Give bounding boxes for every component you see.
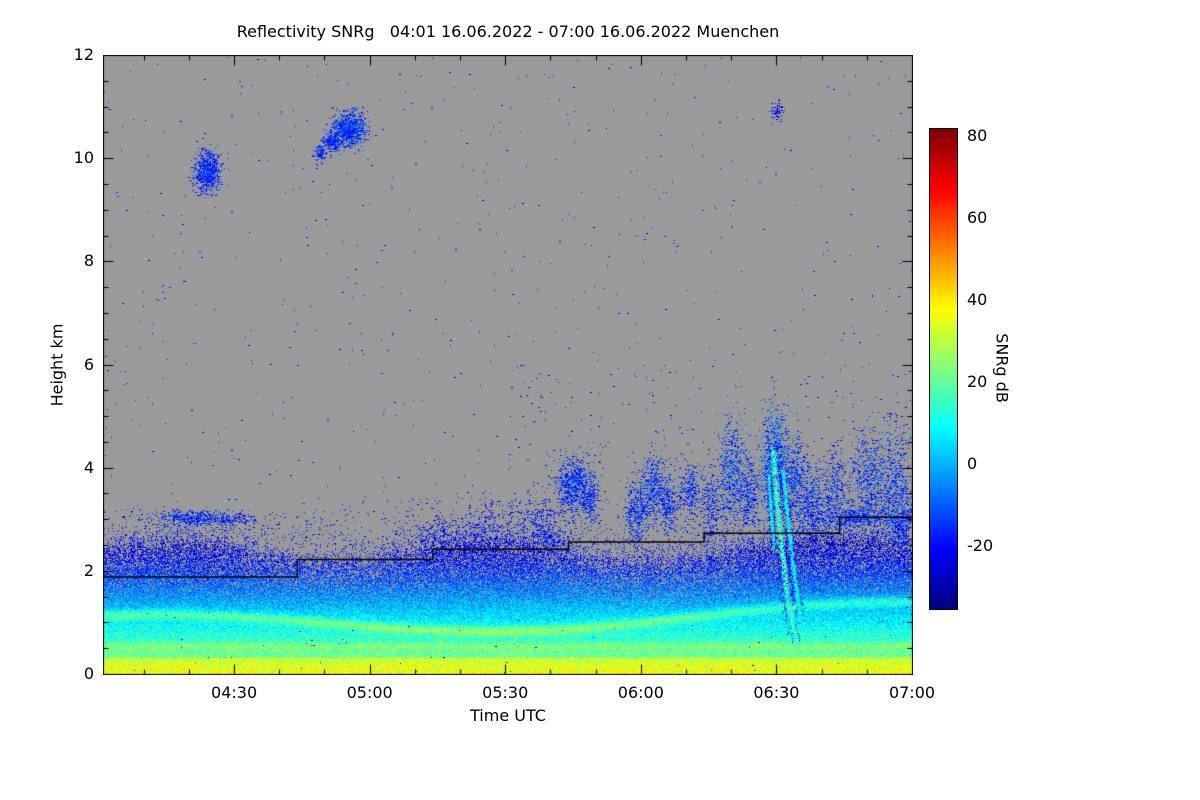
y-tick-label: 8 <box>83 251 94 271</box>
x-tick-label: 04:30 <box>211 683 258 702</box>
plot-area <box>103 55 913 675</box>
colorbar-tick-label: -20 <box>967 535 994 555</box>
colorbar-tick-label: 0 <box>967 453 978 473</box>
y-axis-label: Height km <box>47 323 67 407</box>
y-tick-label: 6 <box>83 354 94 374</box>
x-tick-label: 06:00 <box>617 683 664 702</box>
chart-title: Reflectivity SNRg 04:01 16.06.2022 - 07:… <box>236 22 780 41</box>
y-tick-label: 10 <box>73 148 94 168</box>
x-tick-label: 05:00 <box>346 683 393 702</box>
y-tick-label: 2 <box>83 561 94 581</box>
colorbar-tick-label: 40 <box>967 290 988 310</box>
x-tick-label: 05:30 <box>482 683 529 702</box>
colorbar-label: SNRg dB <box>992 333 1012 403</box>
y-tick-label: 12 <box>73 45 94 65</box>
colorbar-tick-label: 20 <box>967 372 988 392</box>
y-tick-label: 0 <box>83 664 94 684</box>
x-tick-label: 06:30 <box>753 683 800 702</box>
x-axis-label: Time UTC <box>470 706 546 725</box>
heatmap-canvas <box>103 55 913 675</box>
y-tick-label: 4 <box>83 457 94 477</box>
colorbar-tick-label: 60 <box>967 208 988 228</box>
colorbar-gradient <box>929 128 958 610</box>
x-tick-label: 07:00 <box>888 683 936 702</box>
colorbar-tick-label: 80 <box>967 126 988 146</box>
